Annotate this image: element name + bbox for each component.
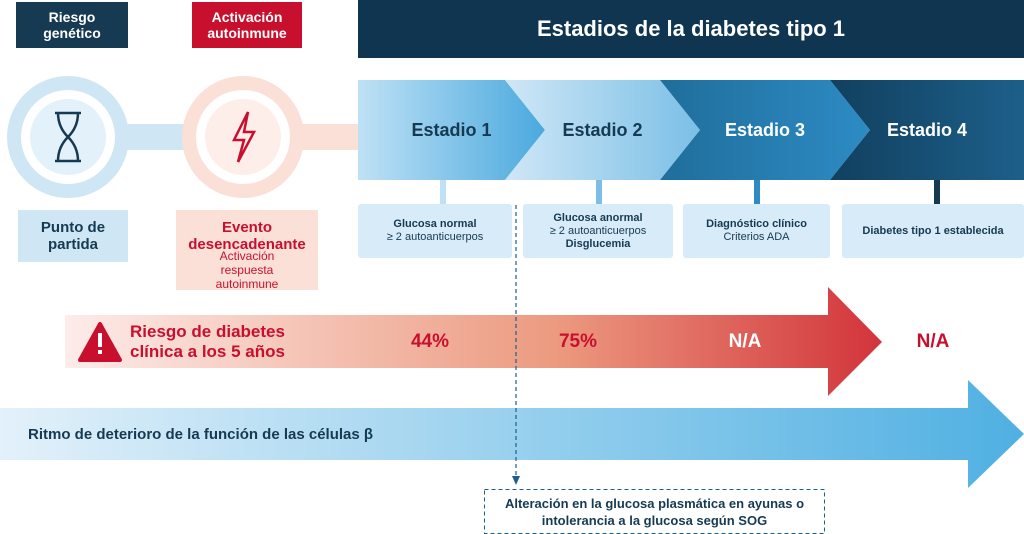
stem (596, 180, 602, 204)
stage-details: Diabetes tipo 1 establecida (842, 204, 1024, 258)
caption-title: Punto de partida (40, 219, 106, 253)
detail-line: Glucosa anormal (553, 211, 643, 224)
stem (440, 180, 446, 204)
label-box (192, 2, 302, 48)
detail-line: ≥ 2 autoanticuerpos (549, 224, 647, 237)
pointer-head (512, 476, 520, 485)
chevron (505, 80, 700, 180)
chevron (358, 80, 545, 180)
detail-line: Diabetes tipo 1 establecida (862, 224, 1004, 237)
chevron (830, 80, 1024, 180)
stem (754, 180, 760, 204)
stage-name: Estadio 4 (886, 119, 968, 140)
risk-value: N/A (916, 331, 950, 352)
risk-value: N/A (728, 331, 762, 352)
warning-mark (98, 350, 102, 354)
header-bar (358, 0, 1024, 58)
detail-line: ≥ 2 autoanticuerpos (386, 231, 484, 243)
stage-details: Diagnóstico clínico Criterios ADA (683, 204, 830, 258)
stem (934, 180, 940, 204)
label-box (16, 2, 128, 48)
caption-text: Activación respuesta autoinmune (215, 249, 279, 291)
detail-box (358, 204, 512, 258)
pre-stage-label: Riesgo genético (43, 9, 101, 41)
detail-line: Diagnóstico clínico (706, 218, 807, 230)
risk-label: Riesgo de diabetes clínica a los 5 años (130, 322, 285, 361)
stage-name: Estadio 3 (724, 119, 806, 140)
detail-line: Glucosa normal (393, 218, 477, 230)
bolt-icon (231, 111, 257, 163)
stage-details: Glucosa normal ≥ 2 autoanticuerpos (358, 204, 512, 258)
caption-box (18, 210, 128, 262)
chevron (660, 80, 870, 180)
caption-box (176, 210, 318, 290)
risk-value: 44% (410, 331, 450, 352)
note-text: Alteración en la glucosa plasmática en a… (504, 495, 805, 528)
header-title: Estadios de la diabetes tipo 1 (536, 16, 846, 41)
warning-mark (98, 333, 102, 347)
hourglass-icon (55, 111, 81, 163)
risk-value: 75% (558, 331, 598, 352)
decline-label: Ritmo de deterioro de la función de las … (28, 425, 374, 443)
detail-box (683, 204, 830, 258)
note-box (484, 489, 825, 534)
caption-title: Evento desencadenante (188, 219, 306, 253)
ring-inner (205, 99, 281, 175)
stage-name: Estadio 2 (562, 119, 643, 140)
pre-stage-label: Activación autoinmune (207, 9, 287, 41)
detail-box (523, 204, 673, 258)
detail-line: Criterios ADA (723, 231, 790, 243)
decline-arrow (0, 380, 1024, 488)
detail-line: Disglucemia (565, 237, 631, 250)
stage-details: Glucosa anormal ≥ 2 autoanticuerpos Disglu… (523, 204, 673, 258)
risk-arrow (65, 287, 882, 396)
stage-name: Estadio 1 (411, 119, 492, 140)
detail-box (842, 204, 1024, 258)
